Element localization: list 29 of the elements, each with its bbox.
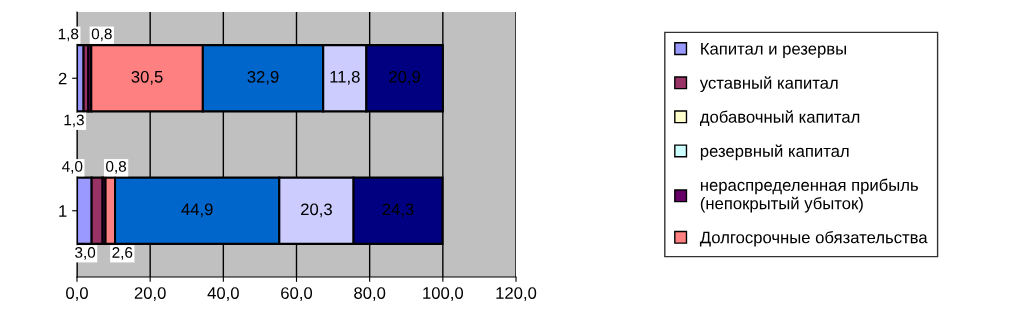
y-tick-label: 1 — [59, 205, 67, 217]
x-tick-label: 80,0 — [354, 287, 386, 301]
legend-label: резервный капитал — [700, 144, 849, 161]
x-tick-label: 60,0 — [281, 287, 313, 301]
legend-label: Капитал и резервы — [701, 43, 846, 58]
legend-label: добавочный капитал — [699, 110, 860, 126]
x-tick-label: 120,0 — [496, 287, 537, 301]
data-label: 32,9 — [247, 70, 279, 85]
x-tick-label: 40,0 — [207, 287, 239, 301]
legend-label: Долгосрочные обязательства — [699, 230, 928, 247]
data-label: 1,3 — [64, 114, 84, 128]
data-label: 4,0 — [62, 161, 83, 174]
legend-label: уставный капитал — [699, 76, 838, 93]
data-label: 30,5 — [131, 70, 163, 85]
legend-label: нераспределенная прибыль (непокрытый убыток) — [700, 178, 918, 213]
data-label: 1,8 — [58, 28, 79, 42]
x-tick-label: 20,0 — [134, 287, 166, 301]
x-tick-label: 100,0 — [423, 287, 464, 301]
data-label: 11,8 — [330, 70, 360, 85]
data-label: 3,0 — [75, 247, 96, 260]
data-label: 2,6 — [112, 247, 133, 260]
data-label: 44,9 — [181, 203, 213, 218]
x-tick-label: 0,0 — [66, 287, 88, 301]
data-label: 20,9 — [389, 70, 421, 85]
y-tick-label: 2 — [58, 72, 67, 85]
data-label: 0,8 — [106, 161, 127, 174]
data-label: 20,3 — [301, 203, 332, 218]
data-label: 0,8 — [91, 28, 112, 42]
data-label: 24,3 — [382, 203, 414, 218]
